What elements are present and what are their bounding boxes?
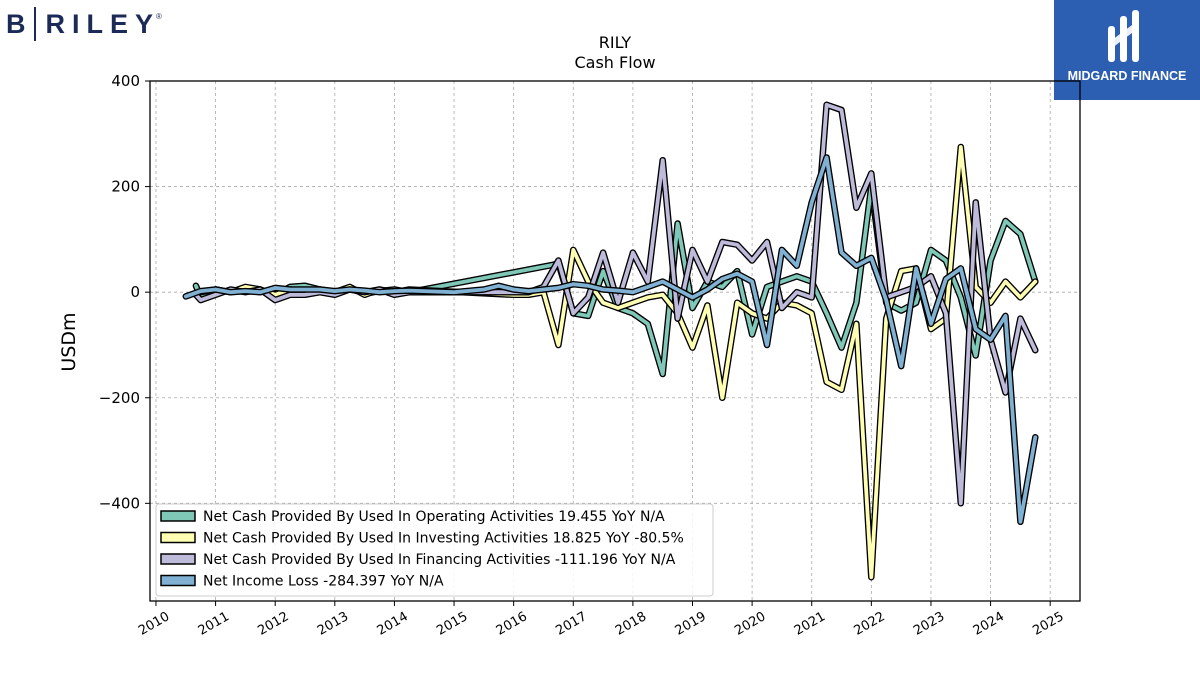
plot-frame [149, 80, 1081, 602]
series-1-line [192, 183, 1039, 378]
x-axis-ticks: 2010 2011 2012 2013 2014 2015 2016 2017 2018 2019… [136, 601, 1067, 639]
y-axis-ticks: 400 200 0 −200 −400 [99, 72, 150, 512]
series-stroke [193, 102, 1038, 506]
x-tick-label: 2023 [911, 609, 947, 639]
x-tick-label: 2020 [732, 609, 768, 639]
x-tick-label: 2012 [255, 609, 291, 639]
logo-wordmark: RILEY [45, 8, 161, 39]
x-tick-label: 2022 [852, 609, 888, 639]
legend-label: Net Cash Provided By Used In Financing A… [203, 552, 676, 568]
chart-title: RILY [599, 33, 632, 52]
series-stroke [193, 184, 1038, 376]
series-4-line [182, 154, 1039, 526]
series-stroke [183, 155, 1038, 524]
b-riley-logo: B RILEY ® [6, 6, 162, 42]
x-tick-label: 2011 [196, 609, 232, 639]
legend-swatch [160, 574, 196, 587]
x-tick-label: 2016 [494, 609, 530, 639]
x-tick-label: 2019 [673, 609, 709, 639]
x-tick-label: 2025 [1030, 609, 1066, 639]
x-tick-label: 2014 [375, 609, 411, 639]
logo-divider [33, 7, 36, 41]
y-axis-label: USDm [58, 312, 80, 371]
y-tick-label: 0 [130, 283, 140, 301]
legend-swatch [160, 531, 196, 544]
x-tick-label: 2010 [136, 609, 172, 639]
x-tick-label: 2013 [315, 609, 351, 639]
midgard-emblem-icon [1108, 10, 1139, 62]
midgard-logo-text: MIDGARD FINANCE [1067, 69, 1187, 83]
legend-label: Net Cash Provided By Used In Operating A… [203, 509, 665, 525]
legend-label: Net Income Loss -284.397 YoY N/A [203, 574, 444, 590]
midgard-finance-logo: MIDGARD FINANCE [1054, 0, 1200, 100]
legend-label: Net Cash Provided By Used In Investing A… [203, 531, 684, 547]
x-tick-label: 2018 [613, 609, 649, 639]
y-tick-label: −200 [99, 389, 140, 407]
logo-registered-mark: ® [156, 11, 162, 21]
series-outline [192, 183, 1039, 378]
legend-swatch [160, 553, 196, 565]
x-tick-label: 2024 [971, 609, 1007, 639]
chart-subtitle: Cash Flow [574, 53, 655, 72]
series-3-line [192, 101, 1039, 507]
logo-letter-b: B [6, 8, 26, 39]
legend: Net Cash Provided By Used In Operating A… [155, 503, 714, 597]
x-tick-label: 2015 [434, 609, 470, 639]
legend-box [155, 503, 714, 597]
series-outline [182, 154, 1039, 526]
series-lines [182, 101, 1039, 581]
y-tick-label: 200 [111, 178, 140, 196]
y-tick-label: 400 [111, 72, 140, 90]
x-tick-label: 2021 [792, 609, 828, 639]
legend-swatch [160, 510, 196, 522]
x-tick-label: 2017 [553, 609, 589, 639]
y-tick-label: −400 [99, 494, 140, 512]
